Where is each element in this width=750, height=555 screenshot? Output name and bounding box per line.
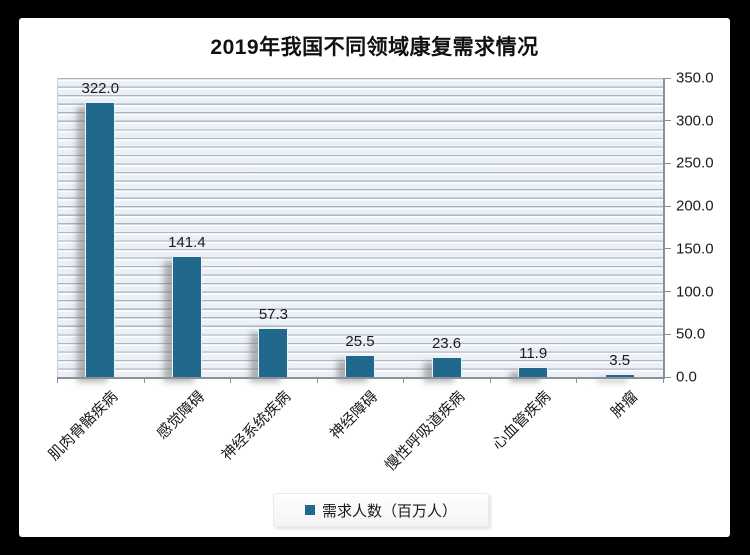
x-axis-tick [576, 378, 578, 383]
bar-value-label: 322.0 [81, 79, 120, 97]
bar-value-label: 11.9 [519, 344, 548, 362]
y-axis-tick-label: 150.0 [676, 240, 714, 258]
bar [171, 256, 202, 377]
bar [518, 366, 549, 377]
chart-title: 2019年我国不同领域康复需求情况 [210, 36, 539, 59]
bar-value-label: 141.4 [168, 234, 206, 252]
y-axis-tick-label: 100.0 [676, 283, 714, 301]
y-axis-tick [665, 120, 671, 122]
y-axis-tick-label: 200.0 [676, 197, 714, 215]
bar [85, 101, 116, 377]
y-axis-tick-label: 350.0 [676, 69, 714, 87]
y-axis-tick-label: 0.0 [676, 368, 697, 386]
x-axis-tick [57, 378, 58, 383]
y-axis-tick [665, 162, 671, 164]
bar [345, 355, 375, 377]
x-axis-tick [663, 378, 664, 383]
bar [258, 328, 289, 377]
y-axis-tick [665, 77, 671, 79]
legend-square-marker-icon [304, 505, 315, 515]
bar-value-label: 23.6 [431, 334, 462, 352]
y-axis-tick-label: 250.0 [676, 154, 714, 172]
x-axis-tick [403, 378, 405, 383]
legend-label: 需求人数（百万人） [321, 502, 457, 520]
bar-value-label: 3.5 [609, 352, 631, 369]
y-axis-tick [665, 248, 671, 250]
bar-value-label: 57.3 [258, 306, 289, 324]
x-axis-tick [143, 378, 145, 383]
y-axis-line [663, 78, 665, 378]
x-axis-tick [316, 378, 318, 383]
chart-card: 2019年我国不同领域康复需求情况 322.0 肌肉骨骼疾病 141.4 感觉障碍 57… [19, 18, 730, 537]
y-axis-tick [665, 205, 671, 207]
y-axis-tick-label: 300.0 [676, 112, 714, 130]
bar [431, 356, 462, 377]
plot-area [57, 78, 663, 377]
bar [604, 374, 635, 377]
x-axis-line [57, 377, 665, 379]
x-axis-tick [230, 378, 232, 383]
y-axis-tick-label: 50.0 [676, 325, 706, 343]
legend: 需求人数（百万人） [273, 493, 489, 527]
bar-value-label: 25.5 [345, 333, 375, 351]
x-axis-tick [489, 378, 491, 383]
y-axis-tick [665, 291, 671, 293]
y-axis-tick [665, 376, 671, 378]
y-axis-tick [665, 333, 671, 335]
